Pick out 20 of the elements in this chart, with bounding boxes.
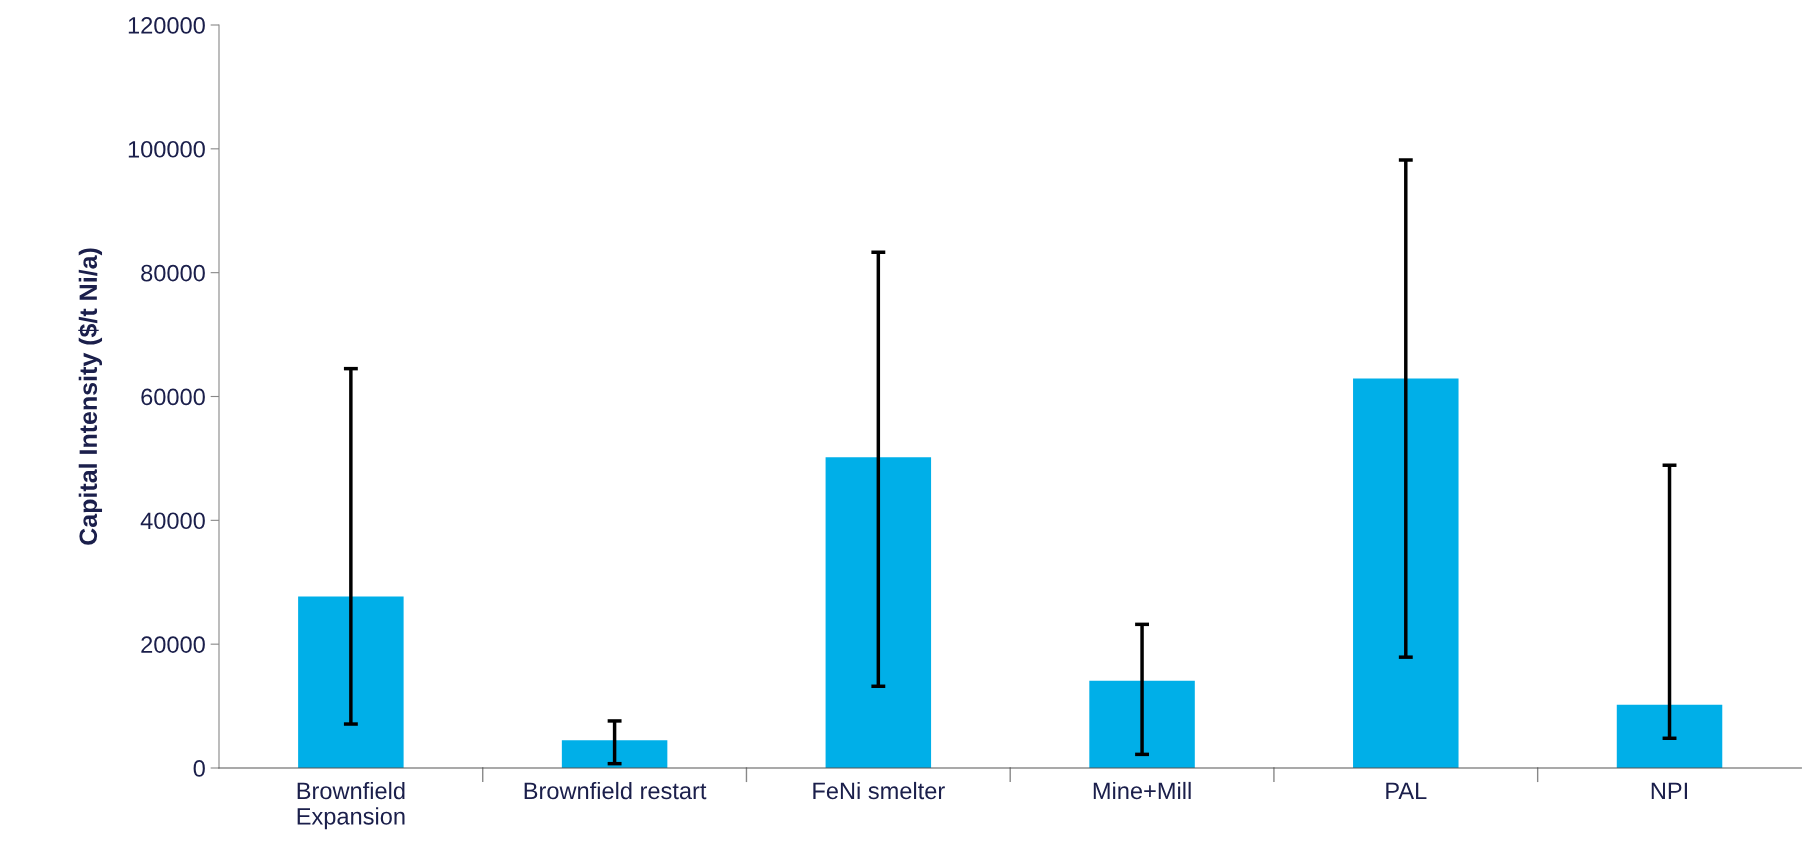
x-tick-label: Mine+Mill: [1093, 781, 1191, 800]
x-tick-label: PAL: [1386, 782, 1427, 799]
bar: [298, 596, 404, 768]
y-axis-title: Capital Intensity ($/t Ni/a): [78, 248, 103, 545]
bar: [1353, 378, 1459, 768]
bar: [561, 740, 668, 768]
y-tick-label: 80000: [141, 264, 205, 282]
y-tick-label: 60000: [141, 388, 205, 406]
y-tick-label: 100000: [128, 140, 205, 158]
x-tick-label: NPI: [1651, 782, 1688, 799]
bar: [825, 457, 932, 768]
y-tick-label: 40000: [140, 512, 205, 530]
y-tick-label: 20000: [141, 636, 205, 653]
x-tick-label: Brownfield restart: [524, 781, 707, 800]
bar: [1089, 680, 1195, 768]
bar: [1616, 704, 1723, 768]
y-tick-label: 0: [193, 760, 205, 777]
y-tick-label: 120000: [128, 17, 205, 34]
x-tick-label: FeNi smelter: [813, 781, 945, 800]
x-tick-label: Brownfield Expansion: [297, 781, 405, 830]
